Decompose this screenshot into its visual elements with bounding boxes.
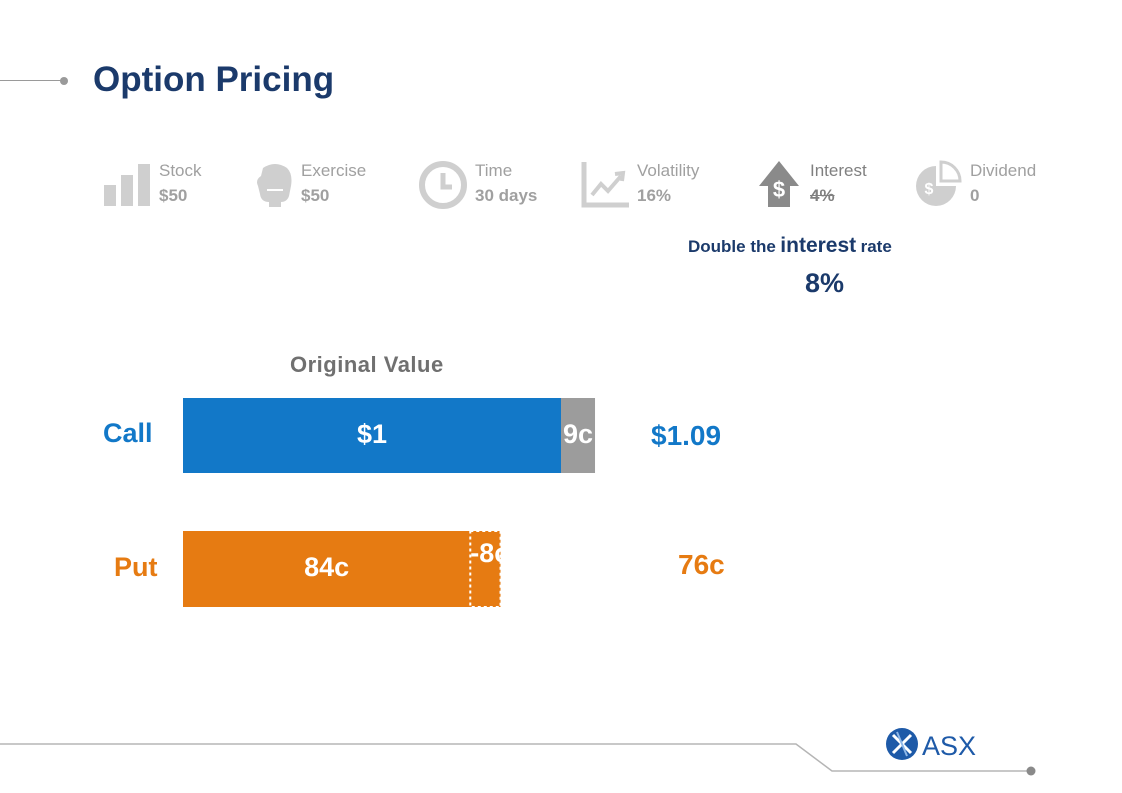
change-suffix: rate <box>860 237 892 256</box>
category-label-call: Call <box>103 418 153 448</box>
parameter-label: Time <box>475 161 513 180</box>
boxing-glove-icon <box>257 164 292 207</box>
svg-text:$: $ <box>773 177 785 202</box>
title-rule-dot <box>60 77 68 85</box>
parameter-label: Volatility <box>637 161 700 180</box>
pie-dollar-icon: $ <box>916 160 962 206</box>
parameter-label: Dividend <box>970 161 1037 180</box>
new-interest-value: 8% <box>805 268 845 298</box>
clock-icon <box>419 161 467 209</box>
parameter-interest: Interest 4% <box>810 158 867 208</box>
data-label-call-increment: 9c <box>562 418 594 449</box>
bar-put-decrement <box>469 530 502 608</box>
bar-call-increment <box>561 398 596 473</box>
change-emphasis: interest <box>780 234 857 257</box>
parameter-dividend: Dividend 0 <box>970 158 1036 208</box>
parameter-value: $50 <box>159 186 188 205</box>
parameter-label: Stock <box>159 161 202 180</box>
parameter-label: Interest <box>810 161 867 180</box>
category-label-put: Put <box>114 552 158 582</box>
parameter-time: Time 30 days <box>475 158 537 208</box>
parameter-value: 16% <box>637 186 672 205</box>
asx-logo: ASX <box>885 726 985 769</box>
parameter-volatility: Volatility 16% <box>637 158 699 208</box>
page-title: Option Pricing <box>93 60 335 99</box>
parameter-stock: Stock $50 <box>159 158 202 208</box>
bar-put-base <box>183 531 501 607</box>
svg-text:$: $ <box>925 181 934 198</box>
parameter-value: 0 <box>970 186 980 205</box>
parameter-value: 30 days <box>475 186 538 205</box>
bar-chart-icon <box>104 164 150 206</box>
data-label-put-base: 84c <box>304 552 350 582</box>
line-chart-icon <box>581 162 629 208</box>
total-label-put: 76c <box>678 549 725 580</box>
data-label-put-decrement: -8c <box>470 538 510 568</box>
parameter-exercise: Exercise $50 <box>301 158 366 208</box>
total-label-call: $1.09 <box>651 420 722 451</box>
bar-call-base <box>183 398 561 473</box>
parameter-value: 4% <box>810 186 835 205</box>
change-description: Double the interest rate <box>688 234 988 258</box>
change-prefix: Double the <box>688 237 776 256</box>
parameter-label: Exercise <box>301 161 367 180</box>
dollar-up-arrow-icon: $ <box>759 161 799 207</box>
asx-logo-mark: ASX <box>886 728 976 761</box>
asx-logo-text: ASX <box>922 731 976 761</box>
title-rule <box>0 80 64 81</box>
data-label-call-base: $1 <box>356 418 388 449</box>
footer-rule <box>0 743 1036 776</box>
parameter-value: $50 <box>301 186 330 205</box>
chart-title: Original Value <box>290 352 444 377</box>
